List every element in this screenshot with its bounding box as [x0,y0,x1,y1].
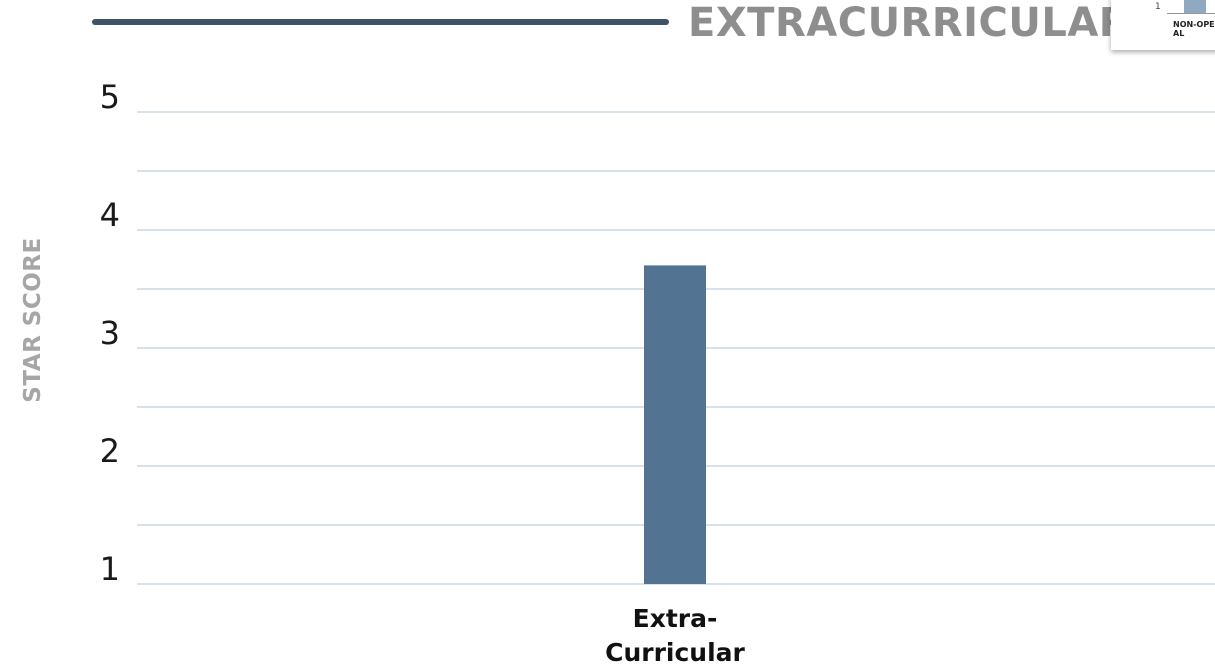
thumbnail-baseline [1167,13,1215,14]
thumbnail-preview[interactable]: 1 NON-OPERATIONAL [1111,0,1215,50]
y-tick-label: 4 [100,196,120,234]
category-labels: Extra-Curricular [605,604,745,667]
thumbnail-bar [1184,0,1206,14]
y-tick-label: 2 [100,432,120,470]
header-rule [92,19,669,25]
y-tick-label: 3 [100,314,120,352]
y-tick-label: 1 [100,550,120,588]
bar[interactable] [644,265,706,584]
y-tick-labels: 1 2 3 4 5 [100,78,120,588]
page-title: EXTRACURRICULAR [688,0,1131,46]
thumbnail-axis-label: 1 [1155,2,1161,12]
category-label: Extra-Curricular [605,604,745,667]
thumbnail-category-label: NON-OPERATIONAL [1173,20,1215,38]
bars [644,265,706,584]
y-tick-label: 5 [100,78,120,116]
